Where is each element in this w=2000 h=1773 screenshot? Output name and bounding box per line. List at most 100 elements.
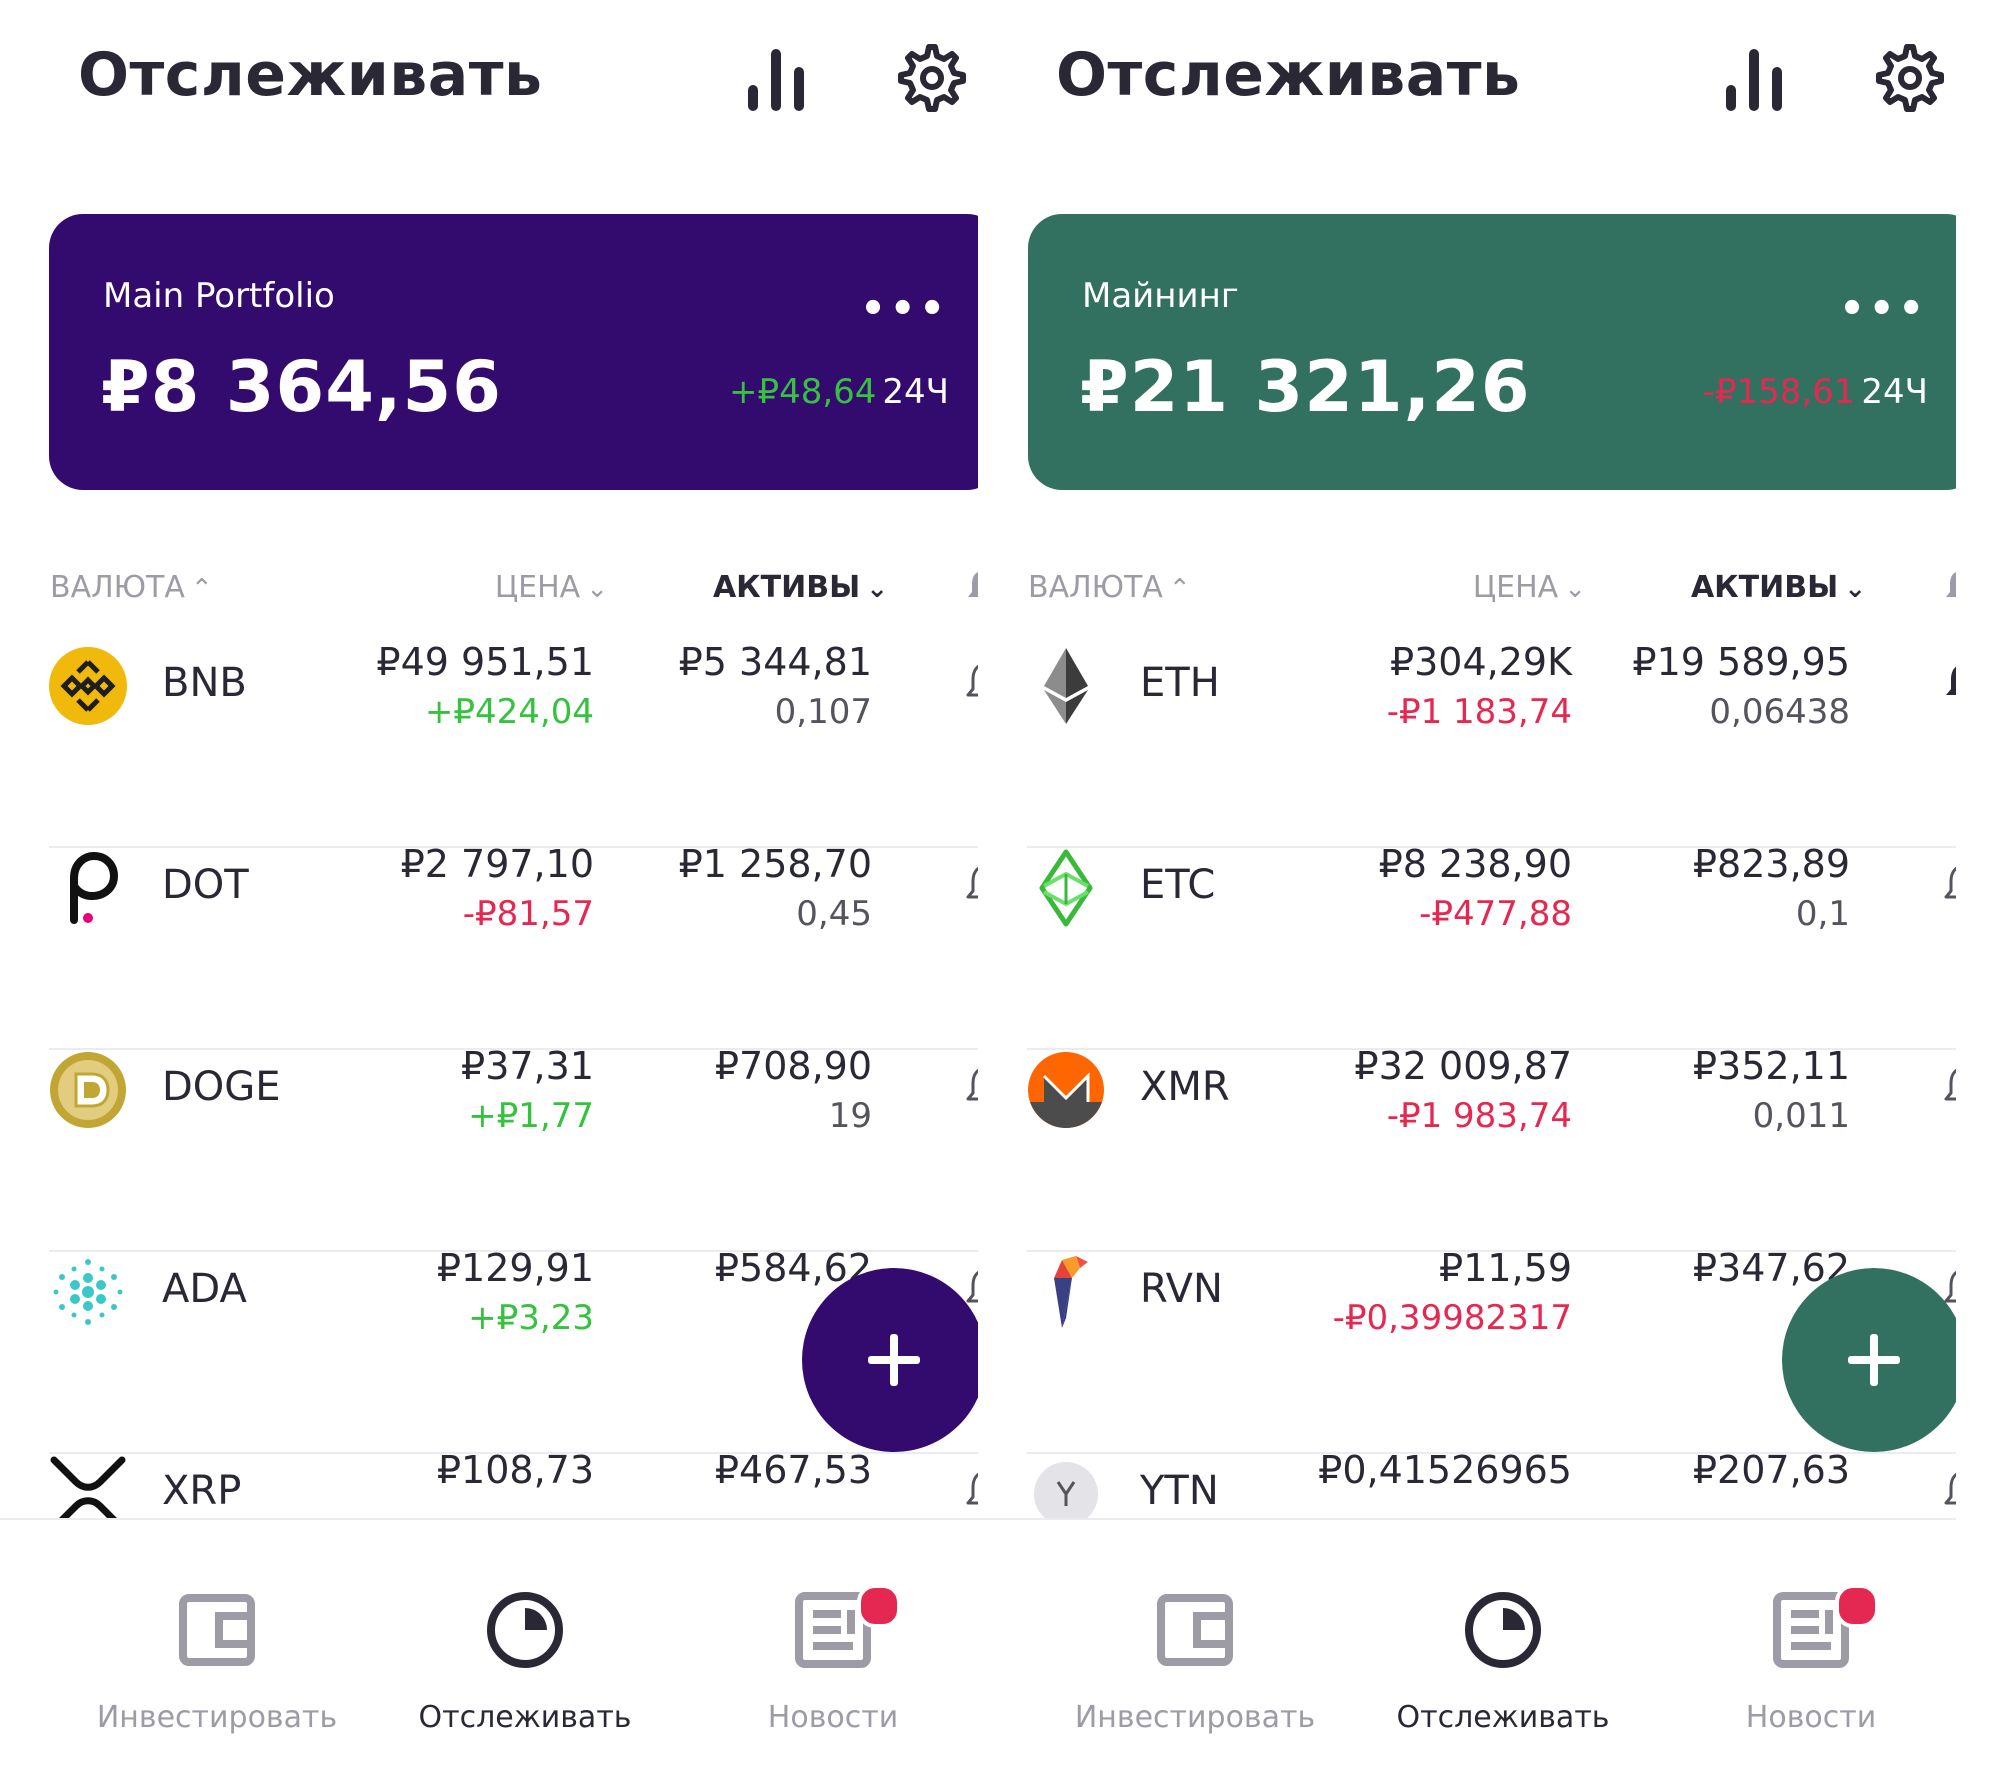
- bar-chart-icon[interactable]: [1714, 38, 1794, 118]
- coin-price: ₽304,29K: [1389, 646, 1572, 684]
- coin-symbol: ETC: [1140, 862, 1216, 908]
- column-currency-label: ВАЛЮТА: [1028, 570, 1163, 605]
- bell-icon[interactable]: [966, 568, 978, 612]
- coin-row[interactable]: DOGE ₽37,31 +₽1,77 ₽708,90 19: [0, 1044, 978, 1252]
- coin-price: ₽32 009,87: [1354, 1044, 1572, 1088]
- sort-by-assets[interactable]: АКТИВЫ ⌄: [1691, 570, 1866, 605]
- coin-row[interactable]: ETC ₽8 238,90 -₽477,88 ₽823,89 0,1: [978, 842, 1956, 1050]
- bell-outline-icon[interactable]: [964, 1468, 978, 1514]
- coin-row[interactable]: XMR ₽32 009,87 -₽1 983,74 ₽352,11 0,011: [978, 1044, 1956, 1252]
- nav-news[interactable]: Новости: [693, 1584, 973, 1740]
- coin-price: ₽11,59: [1439, 1246, 1572, 1290]
- portfolio-value: ₽21 321,26: [1080, 346, 1531, 428]
- holding-quantity: 0,45: [796, 894, 872, 934]
- ethereum-classic-icon: [1026, 848, 1106, 928]
- column-currency-label: ВАЛЮТА: [50, 570, 185, 605]
- bell-outline-icon[interactable]: [1942, 862, 1956, 908]
- coin-row[interactable]: DOT ₽2 797,10 -₽81,57 ₽1 258,70 0,45: [0, 842, 978, 1050]
- nav-track[interactable]: Отслеживать: [1363, 1590, 1643, 1740]
- coin-price-change: -₽477,88: [1419, 894, 1572, 934]
- holding-value: ₽823,89: [1692, 842, 1850, 886]
- portfolio-change: +₽48,64 24Ч: [729, 372, 949, 412]
- bnb-icon: [48, 646, 128, 726]
- bell-icon[interactable]: [1944, 568, 1956, 612]
- portfolio-change-value: +₽48,64: [728, 372, 877, 412]
- gear-icon[interactable]: [892, 38, 972, 118]
- bell-outline-icon[interactable]: [964, 1266, 978, 1312]
- dogecoin-icon: [48, 1050, 128, 1130]
- sort-by-currency[interactable]: ВАЛЮТА ⌃: [1028, 570, 1191, 605]
- chevron-down-icon: ⌄: [1564, 574, 1586, 604]
- plus-icon: [868, 1334, 920, 1386]
- page-title: Отслеживать: [78, 40, 543, 110]
- bell-filled-icon[interactable]: [1942, 660, 1956, 706]
- portfolio-card[interactable]: Main Portfolio ₽8 364,56 ••• +₽48,64 24Ч: [49, 214, 978, 490]
- holding-value: ₽207,63: [1692, 1448, 1850, 1492]
- coin-row[interactable]: RVN ₽11,59 -₽0,39982317 ₽347,62: [978, 1246, 1956, 1454]
- sort-by-currency[interactable]: ВАЛЮТА ⌃: [50, 570, 213, 605]
- more-options-icon[interactable]: •••: [860, 286, 949, 332]
- pie-clock-icon: [1463, 1590, 1543, 1670]
- column-price-label: ЦЕНА: [1472, 570, 1559, 605]
- column-assets-label: АКТИВЫ: [1690, 570, 1839, 605]
- bell-outline-icon[interactable]: [964, 1064, 978, 1110]
- portfolio-change-period: 24Ч: [1861, 372, 1928, 412]
- coin-row[interactable]: ETH ₽304,29K -₽1 183,74 ₽19 589,95 0,064…: [978, 646, 1956, 848]
- add-coin-button[interactable]: [1782, 1268, 1956, 1452]
- coin-list: ETH ₽304,29K -₽1 183,74 ₽19 589,95 0,064…: [978, 646, 1956, 1518]
- sort-by-assets[interactable]: АКТИВЫ ⌄: [713, 570, 888, 605]
- sort-by-price[interactable]: ЦЕНА ⌄: [1473, 570, 1586, 605]
- coin-row[interactable]: XRP ₽108,73 ₽467,53: [0, 1448, 978, 1518]
- gear-icon[interactable]: [1870, 38, 1950, 118]
- coin-row[interactable]: YTN ₽0,41526965 ₽207,63: [978, 1448, 1956, 1518]
- yenten-icon: [1026, 1454, 1106, 1518]
- coin-price-change: +₽424,04: [424, 692, 594, 732]
- column-headers: ВАЛЮТА ⌃ ЦЕНА ⌄ АКТИВЫ ⌄: [0, 570, 978, 610]
- holding-quantity: 0,1: [1795, 894, 1850, 934]
- coin-symbol: XMR: [1140, 1064, 1230, 1110]
- portfolio-change: -₽158,61 24Ч: [1703, 372, 1928, 412]
- pie-clock-icon: [485, 1590, 565, 1670]
- bell-outline-icon[interactable]: [1942, 1468, 1956, 1514]
- nav-news[interactable]: Новости: [1671, 1584, 1951, 1740]
- bell-outline-icon[interactable]: [1942, 1266, 1956, 1312]
- coin-row[interactable]: BNB ₽49 951,51 +₽424,04 ₽5 344,81 0,107: [0, 646, 978, 848]
- portfolio-card[interactable]: Майнинг ₽21 321,26 ••• -₽158,61 24Ч: [1028, 214, 1956, 490]
- nav-invest[interactable]: Инвестировать: [77, 1590, 357, 1740]
- row-divider: [1027, 846, 1956, 848]
- news-icon: [793, 1590, 873, 1670]
- bell-outline-icon[interactable]: [964, 660, 978, 706]
- polkadot-icon: [48, 848, 128, 928]
- sort-by-price[interactable]: ЦЕНА ⌄: [495, 570, 608, 605]
- nav-label: Инвестировать: [96, 1700, 338, 1735]
- holding-value: ₽19 589,95: [1632, 646, 1850, 684]
- portfolio-name: Main Portfolio: [103, 276, 335, 316]
- wallet-icon: [1155, 1590, 1235, 1670]
- holding-quantity: 19: [828, 1096, 872, 1136]
- coin-price: ₽37,31: [461, 1044, 594, 1088]
- xrp-icon: [48, 1454, 128, 1518]
- coin-symbol: DOGE: [162, 1064, 281, 1110]
- nav-track[interactable]: Отслеживать: [385, 1590, 665, 1740]
- bar-chart-icon[interactable]: [736, 38, 816, 118]
- tracker-screen-mining: Отслеживать Майнинг ₽21 321,26 ••• -₽158…: [978, 0, 1956, 1773]
- wallet-icon: [177, 1590, 257, 1670]
- bell-outline-icon[interactable]: [964, 862, 978, 908]
- bell-outline-icon[interactable]: [1942, 1064, 1956, 1110]
- coin-symbol: BNB: [162, 660, 247, 706]
- coin-price: ₽129,91: [436, 1246, 594, 1290]
- more-options-icon[interactable]: •••: [1839, 286, 1928, 332]
- row-divider: [49, 1048, 978, 1050]
- bottom-navigation: Инвестировать Отслеживать Новости: [0, 1518, 978, 1773]
- chevron-down-icon: ⌄: [1844, 574, 1866, 604]
- coin-price: ₽108,73: [436, 1448, 594, 1492]
- coin-price: ₽8 238,90: [1378, 842, 1572, 886]
- monero-icon: [1026, 1050, 1106, 1130]
- row-divider: [49, 1250, 978, 1252]
- coin-symbol: DOT: [162, 862, 249, 908]
- nav-invest[interactable]: Инвестировать: [1055, 1590, 1335, 1740]
- ravencoin-icon: [1026, 1252, 1106, 1332]
- coin-price-change: +₽1,77: [468, 1096, 594, 1136]
- coin-symbol: ETH: [1140, 660, 1220, 706]
- add-coin-button[interactable]: [802, 1268, 978, 1452]
